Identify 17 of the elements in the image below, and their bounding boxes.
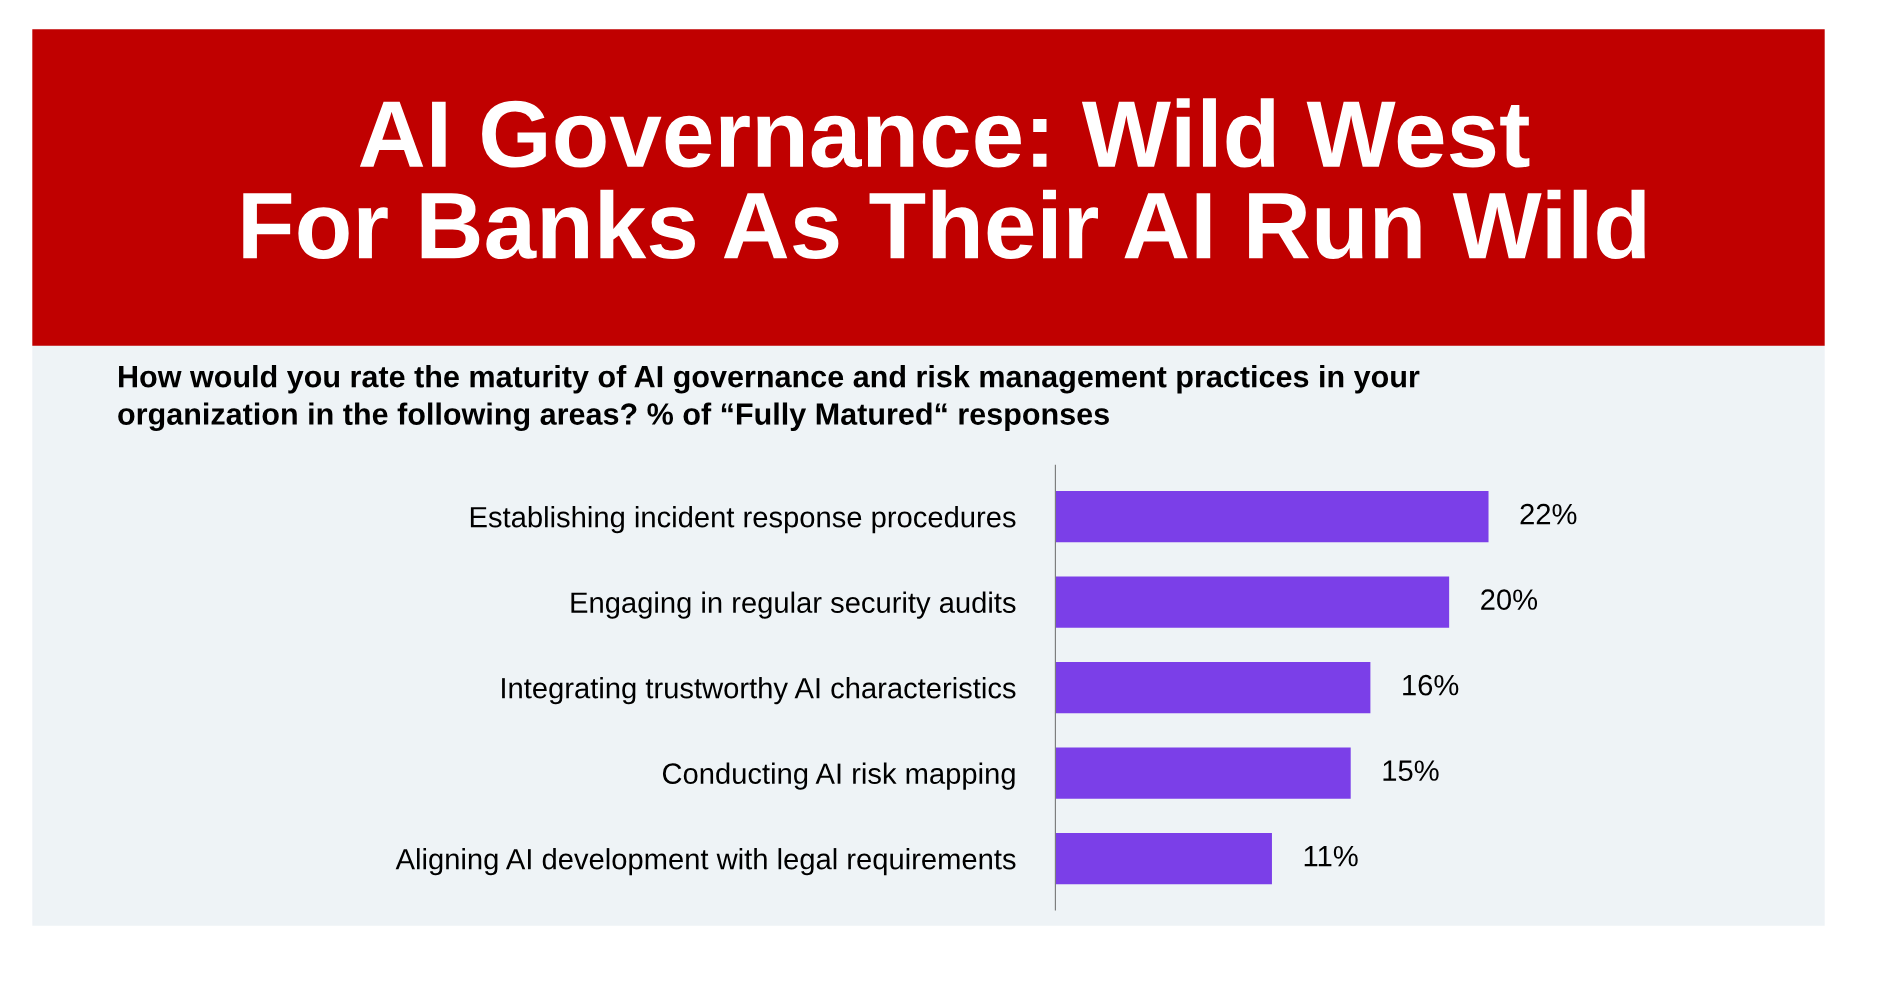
data-label: 22%: [1520, 503, 1577, 525]
data-label: 11%: [1304, 845, 1358, 867]
y-tick-label: Engaging in regular security audits: [571, 591, 1016, 619]
data-label: 20%: [1481, 589, 1538, 610]
data-label: 15%: [1383, 760, 1439, 781]
data-label: 16%: [1403, 674, 1459, 696]
bar: [1055, 491, 1489, 543]
bar: [1055, 833, 1272, 885]
y-tick-label: Establishing incident response procedures: [470, 506, 1016, 534]
bar: [1055, 747, 1351, 799]
bar: [1055, 662, 1371, 714]
y-tick-label: Aligning AI development with legal requirements: [395, 848, 1016, 876]
chart-title: AI Governance: Wild West For Banks As Their AI Run Wild: [243, 98, 1645, 260]
text: How would you rate the maturity of AI governance and risk management practices in your organization in the following areas? % of “Fully Matured“ responses: [118, 365, 1420, 432]
y-tick-label: Integrating trustworthy AI characteristics: [502, 677, 1016, 705]
bar: [1055, 576, 1450, 628]
y-tick-label: Conducting AI risk mapping: [662, 762, 1015, 790]
